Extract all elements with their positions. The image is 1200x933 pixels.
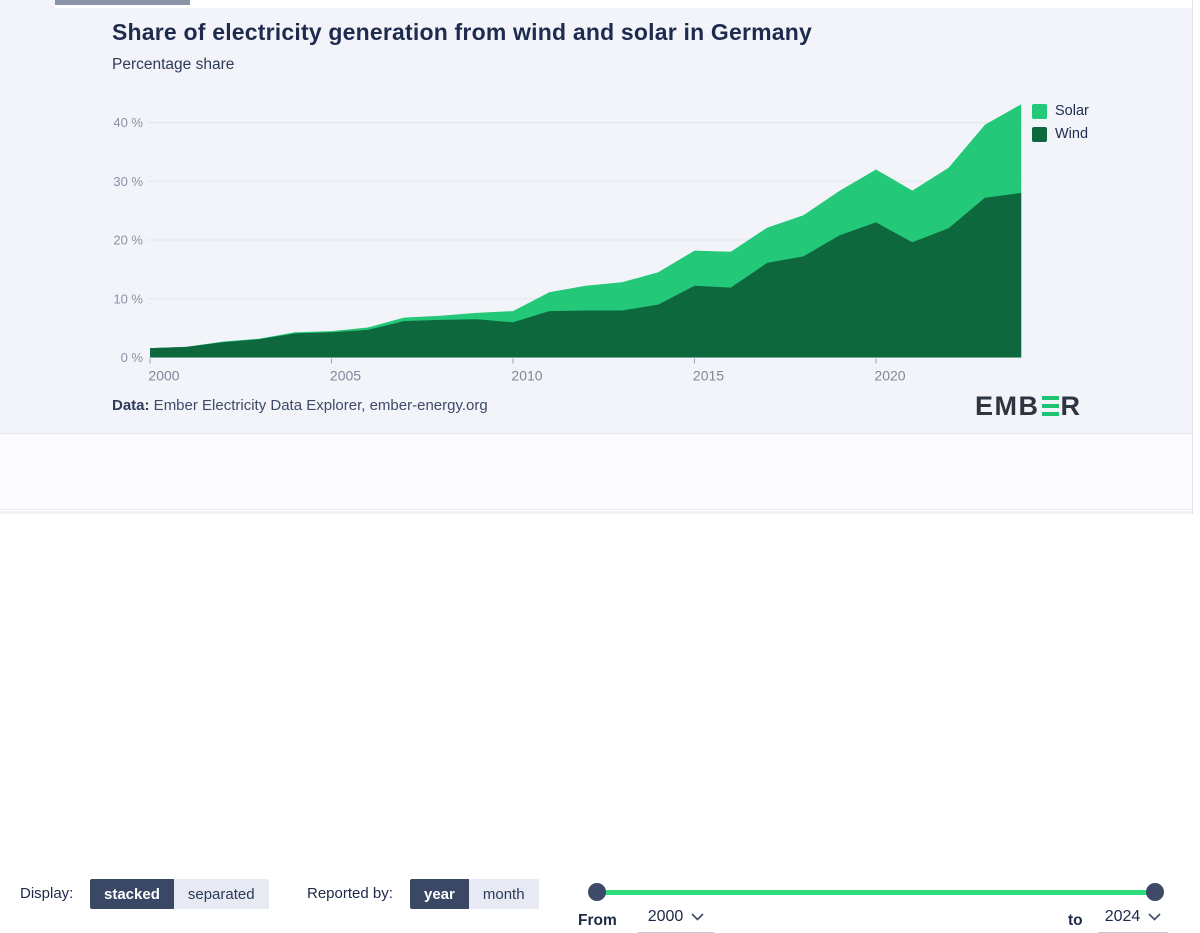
year-range-slider: [588, 883, 1164, 901]
svg-text:2000: 2000: [148, 368, 179, 384]
slider-handle-from[interactable]: [588, 883, 606, 901]
footer-bottom-strip: [0, 511, 1200, 514]
legend: Solar Wind: [1032, 103, 1089, 142]
from-label: From: [578, 912, 617, 929]
ember-logo-text-left: EMB: [975, 391, 1040, 421]
right-edge-gutter: [1192, 0, 1200, 514]
chevron-down-icon: [691, 913, 704, 921]
data-source: Data: Ember Electricity Data Explorer, e…: [112, 397, 488, 414]
legend-item-solar[interactable]: Solar: [1032, 103, 1089, 119]
data-source-text: Ember Electricity Data Explorer, ember-e…: [149, 397, 488, 414]
svg-text:10 %: 10 %: [113, 291, 143, 306]
page-title: Share of electricity generation from win…: [112, 19, 813, 45]
legend-item-wind[interactable]: Wind: [1032, 126, 1089, 142]
svg-text:2020: 2020: [874, 368, 905, 384]
from-year-dropdown[interactable]: 2000: [638, 908, 714, 933]
top-scrollbar-corner: [0, 0, 55, 8]
scrollbar-thumb[interactable]: [55, 0, 190, 5]
data-source-prefix: Data:: [112, 397, 150, 414]
legend-label: Solar: [1055, 103, 1089, 119]
ember-logo-e-icon: [1041, 396, 1059, 416]
slider-handle-to[interactable]: [1146, 883, 1164, 901]
display-label: Display:: [20, 885, 74, 902]
ember-logo-text-right: R: [1060, 391, 1082, 421]
ember-logo[interactable]: EMB R: [975, 391, 1082, 421]
display-option-separated[interactable]: separated: [173, 879, 269, 909]
stacked-area-chart[interactable]: 0 % 10 % 20 % 30 % 40 % 2000 2005 2010 2015 2020: [0, 8, 1200, 433]
to-year-dropdown[interactable]: 2024: [1098, 908, 1168, 933]
from-year-value: 2000: [647, 908, 684, 925]
legend-label: Wind: [1055, 126, 1089, 142]
top-scrollbar: [0, 0, 1200, 8]
svg-text:20 %: 20 %: [113, 233, 143, 248]
controls-footer: Display: stacked separated Reported by: …: [0, 433, 1200, 933]
reported-by-label: Reported by:: [307, 885, 393, 902]
svg-text:2005: 2005: [330, 368, 361, 384]
chart-panel: 0 % 10 % 20 % 30 % 40 % 2000 2005 2010 2015 2020 …: [0, 8, 1200, 433]
solar-swatch-icon: [1032, 103, 1047, 119]
slider-track[interactable]: [597, 890, 1155, 895]
svg-text:30 %: 30 %: [113, 174, 143, 189]
wind-swatch-icon: [1032, 126, 1047, 142]
to-label: to: [1068, 912, 1083, 929]
page-subtitle: Percentage share: [112, 56, 235, 73]
svg-text:0 %: 0 %: [121, 350, 144, 365]
display-toggle: stacked separated: [90, 879, 269, 909]
chevron-down-icon: [1148, 913, 1161, 921]
to-year-value: 2024: [1104, 908, 1141, 925]
reported-by-option-year[interactable]: year: [410, 879, 469, 909]
reported-by-option-month[interactable]: month: [468, 879, 539, 909]
svg-text:2010: 2010: [511, 368, 542, 384]
display-option-stacked[interactable]: stacked: [90, 879, 174, 909]
svg-text:40 %: 40 %: [113, 115, 143, 130]
svg-text:2015: 2015: [693, 368, 724, 384]
reported-by-toggle: year month: [410, 879, 539, 909]
